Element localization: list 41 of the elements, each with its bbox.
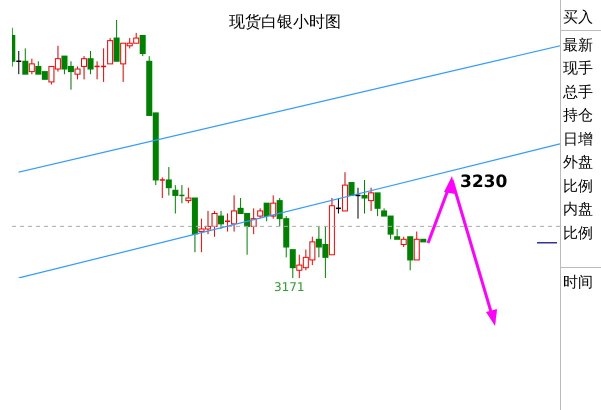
text: 3171 [274,280,305,294]
candlestick [400,236,407,248]
candlestick [185,187,192,204]
candlestick [74,66,80,80]
candlestick [140,34,146,57]
candlestick [166,166,172,196]
chart-title: 现货白银小时图 [228,12,342,33]
candlestick [270,194,276,220]
candlestick [348,182,354,196]
candlestick [368,187,374,212]
text: 持仓 [563,105,593,125]
candlestick [28,58,35,75]
candlestick [290,249,296,278]
candlestick [414,231,420,260]
candlestick [159,176,166,199]
candlestick [374,192,381,217]
text: 外盘 [563,152,593,172]
text: 买入 [563,7,593,27]
candlestick [107,38,114,64]
candlestick [257,208,264,220]
candlestick [394,228,400,240]
text: 比例 [563,222,593,242]
candlestick [16,50,22,75]
text: 内盘 [563,199,593,219]
candlestick [22,48,28,75]
text: 时间 [563,272,593,292]
text: 总手 [563,82,593,102]
candlestick [81,56,87,80]
candlestick [354,187,362,220]
text: 比例 [563,176,593,196]
candlestick [88,50,94,75]
candlestick [218,210,224,230]
candlestick [114,20,120,62]
candlestick [362,179,368,214]
candlestick [264,202,270,222]
text: 最新 [563,34,593,54]
candlestick [335,198,342,214]
text: 现手 [563,58,593,78]
annotation: 3230 [460,172,508,192]
candlestick [407,236,414,271]
text: 日增 [563,128,593,148]
